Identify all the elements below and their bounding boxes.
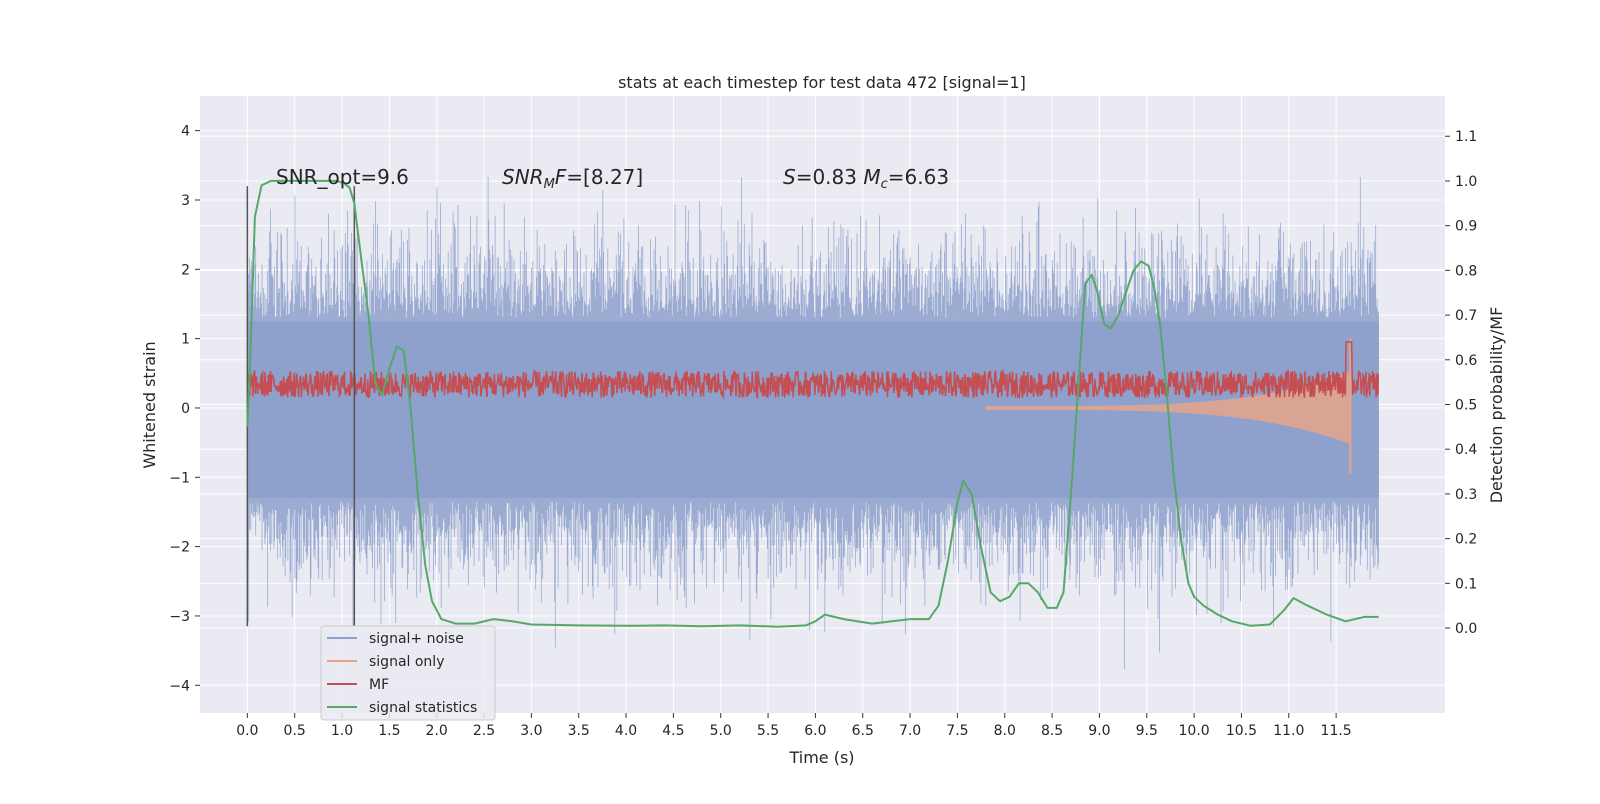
legend-label-signal-only: signal only (369, 654, 444, 670)
chart-legend: signal+ noise signal only MF signal stat… (320, 625, 496, 721)
x-tick-label: 3.5 (568, 723, 590, 739)
x-tick-label: 9.0 (1088, 723, 1110, 739)
annotation-s-mc: S=0.83 Mc=6.63 (783, 165, 949, 192)
legend-label-signal-statistics: signal statistics (369, 700, 477, 716)
x-tick-label: 4.5 (662, 723, 684, 739)
x-tick-label: 10.5 (1226, 723, 1257, 739)
y-right-tick-label: 0.3 (1455, 487, 1477, 503)
x-tick-label: 8.0 (994, 723, 1016, 739)
y-right-tick-label: 0.9 (1455, 219, 1477, 235)
y-right-axis-ticks: 0.0 0.1 0.2 0.3 0.4 0.5 0.6 0.7 0.8 0.9 1.0 1.1 (1445, 129, 1477, 637)
y-left-axis-ticks: −4 −3 −2 −1 0 1 2 3 4 (169, 124, 200, 694)
y-left-tick-label: 2 (181, 262, 190, 278)
chart-title: stats at each timestep for test data 472… (618, 73, 1026, 92)
x-tick-label: 7.5 (946, 723, 968, 739)
x-tick-label: 2.5 (473, 723, 495, 739)
annotation-snr-opt: SNR_opt=9.6 (276, 165, 409, 189)
x-tick-label: 9.5 (1136, 723, 1158, 739)
y-right-tick-label: 1.0 (1455, 174, 1477, 190)
x-tick-label: 4.0 (615, 723, 637, 739)
x-tick-label: 2.0 (426, 723, 448, 739)
y-left-tick-label: 4 (181, 124, 190, 140)
x-tick-label: 11.0 (1273, 723, 1304, 739)
y-left-tick-label: −1 (169, 470, 190, 486)
x-tick-label: 1.0 (331, 723, 353, 739)
y-right-tick-label: 0.0 (1455, 621, 1477, 637)
x-tick-label: 8.5 (1041, 723, 1063, 739)
x-tick-label: 5.0 (710, 723, 732, 739)
y-left-tick-label: 3 (181, 193, 190, 209)
y-right-tick-label: 0.7 (1455, 308, 1477, 324)
x-tick-label: 5.5 (757, 723, 779, 739)
y-right-tick-label: 1.1 (1455, 129, 1477, 145)
x-tick-label: 6.5 (852, 723, 874, 739)
y-right-tick-label: 0.2 (1455, 532, 1477, 548)
y-left-tick-label: −3 (169, 609, 190, 625)
x-axis-label: Time (s) (788, 748, 854, 767)
y-left-tick-label: −4 (169, 678, 190, 694)
y-right-tick-label: 0.4 (1455, 442, 1477, 458)
x-tick-label: 0.5 (284, 723, 306, 739)
signal-statistics-series (246, 179, 1379, 628)
y-right-tick-label: 0.5 (1455, 398, 1477, 414)
legend-box (320, 625, 496, 721)
y-right-axis-label: Detection probability/MF (1487, 307, 1506, 504)
mf-series (246, 341, 1380, 400)
x-tick-label: 6.0 (804, 723, 826, 739)
x-tick-label: 3.0 (520, 723, 542, 739)
y-left-tick-label: 0 (181, 401, 190, 417)
x-axis-ticks: 0.0 0.5 1.0 1.5 2.0 2.5 3.0 3.5 4.0 4.5 5.0 5.5 6.0 6… (236, 713, 1352, 739)
mf-trace (246, 341, 1380, 400)
legend-label-mf: MF (369, 677, 389, 693)
x-tick-label: 11.5 (1321, 723, 1352, 739)
y-right-tick-label: 0.8 (1455, 263, 1477, 279)
y-right-tick-label: 0.6 (1455, 353, 1477, 369)
x-tick-label: 7.0 (899, 723, 921, 739)
x-tick-label: 0.0 (236, 723, 258, 739)
y-right-tick-label: 0.1 (1455, 576, 1477, 592)
annotation-snr-mf: SNRMF=[8.27] (502, 165, 643, 192)
y-left-tick-label: 1 (181, 332, 190, 348)
y-left-axis-label: Whitened strain (140, 341, 159, 468)
signal-statistics-trace (246, 179, 1379, 628)
legend-label-signal-noise: signal+ noise (369, 631, 464, 647)
x-tick-label: 10.0 (1179, 723, 1210, 739)
y-left-tick-label: −2 (169, 540, 190, 556)
x-tick-label: 1.5 (378, 723, 400, 739)
